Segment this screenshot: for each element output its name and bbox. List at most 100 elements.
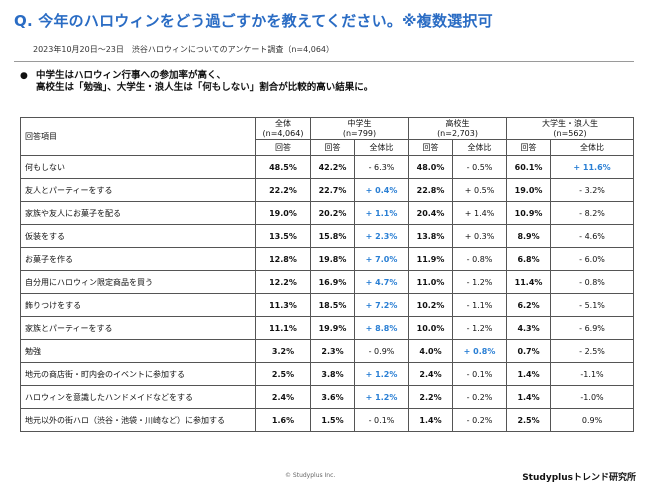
ratio-cell: + 1.2%	[353, 362, 410, 386]
ratio-cell: + 4.7%	[353, 270, 410, 294]
ratio-cell: + 7.2%	[353, 293, 410, 317]
value-cell: 11.1%	[255, 316, 311, 340]
value-cell: 22.2%	[255, 178, 311, 202]
row-item-label: 地元以外の街ハロ（渋谷・池袋・川崎など）に参加する	[20, 408, 256, 432]
row-item-label: 地元の商店街・町内会のイベントに参加する	[20, 362, 256, 386]
header-answer: 回答	[310, 139, 355, 156]
ratio-cell: - 6.9%	[550, 316, 635, 340]
value-cell: 10.2%	[408, 293, 454, 317]
table-row: 地元の商店街・町内会のイベントに参加する 2.5% 3.8% + 1.2% 2.4% - …	[20, 362, 635, 386]
value-cell: 3.8%	[310, 362, 355, 386]
group-n: (n=562)	[553, 128, 587, 138]
row-item-label: お菓子を作る	[20, 247, 256, 271]
value-cell: 12.8%	[255, 247, 311, 271]
ratio-cell: - 0.1%	[353, 408, 410, 432]
table-row: 家族とパーティーをする 11.1% 19.9% + 8.8% 10.0% - 1.2% 4.…	[20, 316, 635, 340]
ratio-cell: + 11.6%	[550, 155, 635, 179]
value-cell: 4.3%	[506, 316, 552, 340]
value-cell: 6.8%	[506, 247, 552, 271]
value-cell: 11.3%	[255, 293, 311, 317]
ratio-cell: - 2.5%	[550, 339, 635, 363]
value-cell: 11.4%	[506, 270, 552, 294]
value-cell: 1.4%	[506, 385, 552, 409]
ratio-cell: + 8.8%	[353, 316, 410, 340]
value-cell: 60.1%	[506, 155, 552, 179]
ratio-cell: -1.1%	[550, 362, 635, 386]
ratio-cell: - 0.8%	[452, 247, 508, 271]
ratio-cell: - 5.1%	[550, 293, 635, 317]
ratio-cell: - 4.6%	[550, 224, 635, 248]
group-n: (n=2,703)	[437, 128, 478, 138]
value-cell: 20.4%	[408, 201, 454, 225]
row-item-label: 何もしない	[20, 155, 256, 179]
header-group-university: 大学生・浪人生 (n=562)	[506, 117, 635, 140]
ratio-cell: - 0.5%	[452, 155, 508, 179]
header-answer: 回答	[255, 139, 311, 156]
table-row: 家族や友人にお菓子を配る 19.0% 20.2% + 1.1% 20.4% + 1.4% 1…	[20, 201, 635, 225]
ratio-cell: - 0.9%	[353, 339, 410, 363]
row-item-label: 勉強	[20, 339, 256, 363]
value-cell: 12.2%	[255, 270, 311, 294]
header-answer: 回答	[408, 139, 454, 156]
value-cell: 4.0%	[408, 339, 454, 363]
bullet-icon: ●	[20, 71, 28, 81]
value-cell: 13.5%	[255, 224, 311, 248]
ratio-cell: + 0.5%	[452, 178, 508, 202]
table-row: 勉強 3.2% 2.3% - 0.9% 4.0% + 0.8% 0.7% - 2.5%	[20, 339, 635, 363]
value-cell: 1.4%	[506, 362, 552, 386]
divider	[14, 61, 634, 62]
header-answer: 回答	[506, 139, 552, 156]
value-cell: 22.7%	[310, 178, 355, 202]
ratio-cell: -1.0%	[550, 385, 635, 409]
value-cell: 10.9%	[506, 201, 552, 225]
value-cell: 2.4%	[255, 385, 311, 409]
value-cell: 1.6%	[255, 408, 311, 432]
ratio-cell: - 0.1%	[452, 362, 508, 386]
ratio-cell: - 3.2%	[550, 178, 635, 202]
value-cell: 22.8%	[408, 178, 454, 202]
row-item-label: ハロウィンを意識したハンドメイドなどをする	[20, 385, 256, 409]
value-cell: 11.9%	[408, 247, 454, 271]
table-row: ハロウィンを意識したハンドメイドなどをする 2.4% 3.6% + 1.2% 2.2% -…	[20, 385, 635, 409]
value-cell: 13.8%	[408, 224, 454, 248]
ratio-cell: - 1.2%	[452, 270, 508, 294]
header-total-label: 全体	[275, 118, 291, 128]
group-name: 中学生	[347, 118, 372, 128]
header-ratio: 全体比	[353, 139, 410, 156]
value-cell: 18.5%	[310, 293, 355, 317]
header-ratio: 全体比	[452, 139, 508, 156]
value-cell: 8.9%	[506, 224, 552, 248]
value-cell: 3.6%	[310, 385, 355, 409]
ratio-cell: + 1.1%	[353, 201, 410, 225]
ratio-cell: + 1.4%	[452, 201, 508, 225]
header-ratio: 全体比	[550, 139, 635, 156]
table-row: 仮装をする 13.5% 15.8% + 2.3% 13.8% + 0.3% 8.9% - 4.…	[20, 224, 635, 248]
ratio-cell: 0.9%	[550, 408, 635, 432]
summary-line-1: 中学生はハロウィン行事への参加率が高く、	[36, 70, 227, 81]
value-cell: 48.0%	[408, 155, 454, 179]
ratio-cell: + 2.3%	[353, 224, 410, 248]
ratio-cell: + 0.8%	[452, 339, 508, 363]
row-item-label: 自分用にハロウィン限定商品を買う	[20, 270, 256, 294]
value-cell: 42.2%	[310, 155, 355, 179]
ratio-cell: - 1.1%	[452, 293, 508, 317]
ratio-cell: - 0.2%	[452, 385, 508, 409]
table-row: 地元以外の街ハロ（渋谷・池袋・川崎など）に参加する 1.6% 1.5% - 0.1% 1…	[20, 408, 635, 432]
value-cell: 19.9%	[310, 316, 355, 340]
row-item-label: 友人とパーティーをする	[20, 178, 256, 202]
table-row: 自分用にハロウィン限定商品を買う 12.2% 16.9% + 4.7% 11.0% - 1…	[20, 270, 635, 294]
survey-subtitle: 2023年10月20日〜23日 渋谷ハロウィンについてのアンケート調査（n=4,…	[33, 45, 335, 54]
copyright: © Studyplus Inc.	[285, 472, 336, 479]
table-row: 友人とパーティーをする 22.2% 22.7% + 0.4% 22.8% + 0.5% 19…	[20, 178, 635, 202]
value-cell: 15.8%	[310, 224, 355, 248]
ratio-cell: + 0.4%	[353, 178, 410, 202]
group-name: 高校生	[445, 118, 470, 128]
row-item-label: 家族とパーティーをする	[20, 316, 256, 340]
value-cell: 2.5%	[255, 362, 311, 386]
value-cell: 1.5%	[310, 408, 355, 432]
table-row: 何もしない 48.5% 42.2% - 6.3% 48.0% - 0.5% 60.1% + 1…	[20, 155, 635, 179]
value-cell: 2.2%	[408, 385, 454, 409]
value-cell: 0.7%	[506, 339, 552, 363]
value-cell: 19.0%	[255, 201, 311, 225]
ratio-cell: + 0.3%	[452, 224, 508, 248]
